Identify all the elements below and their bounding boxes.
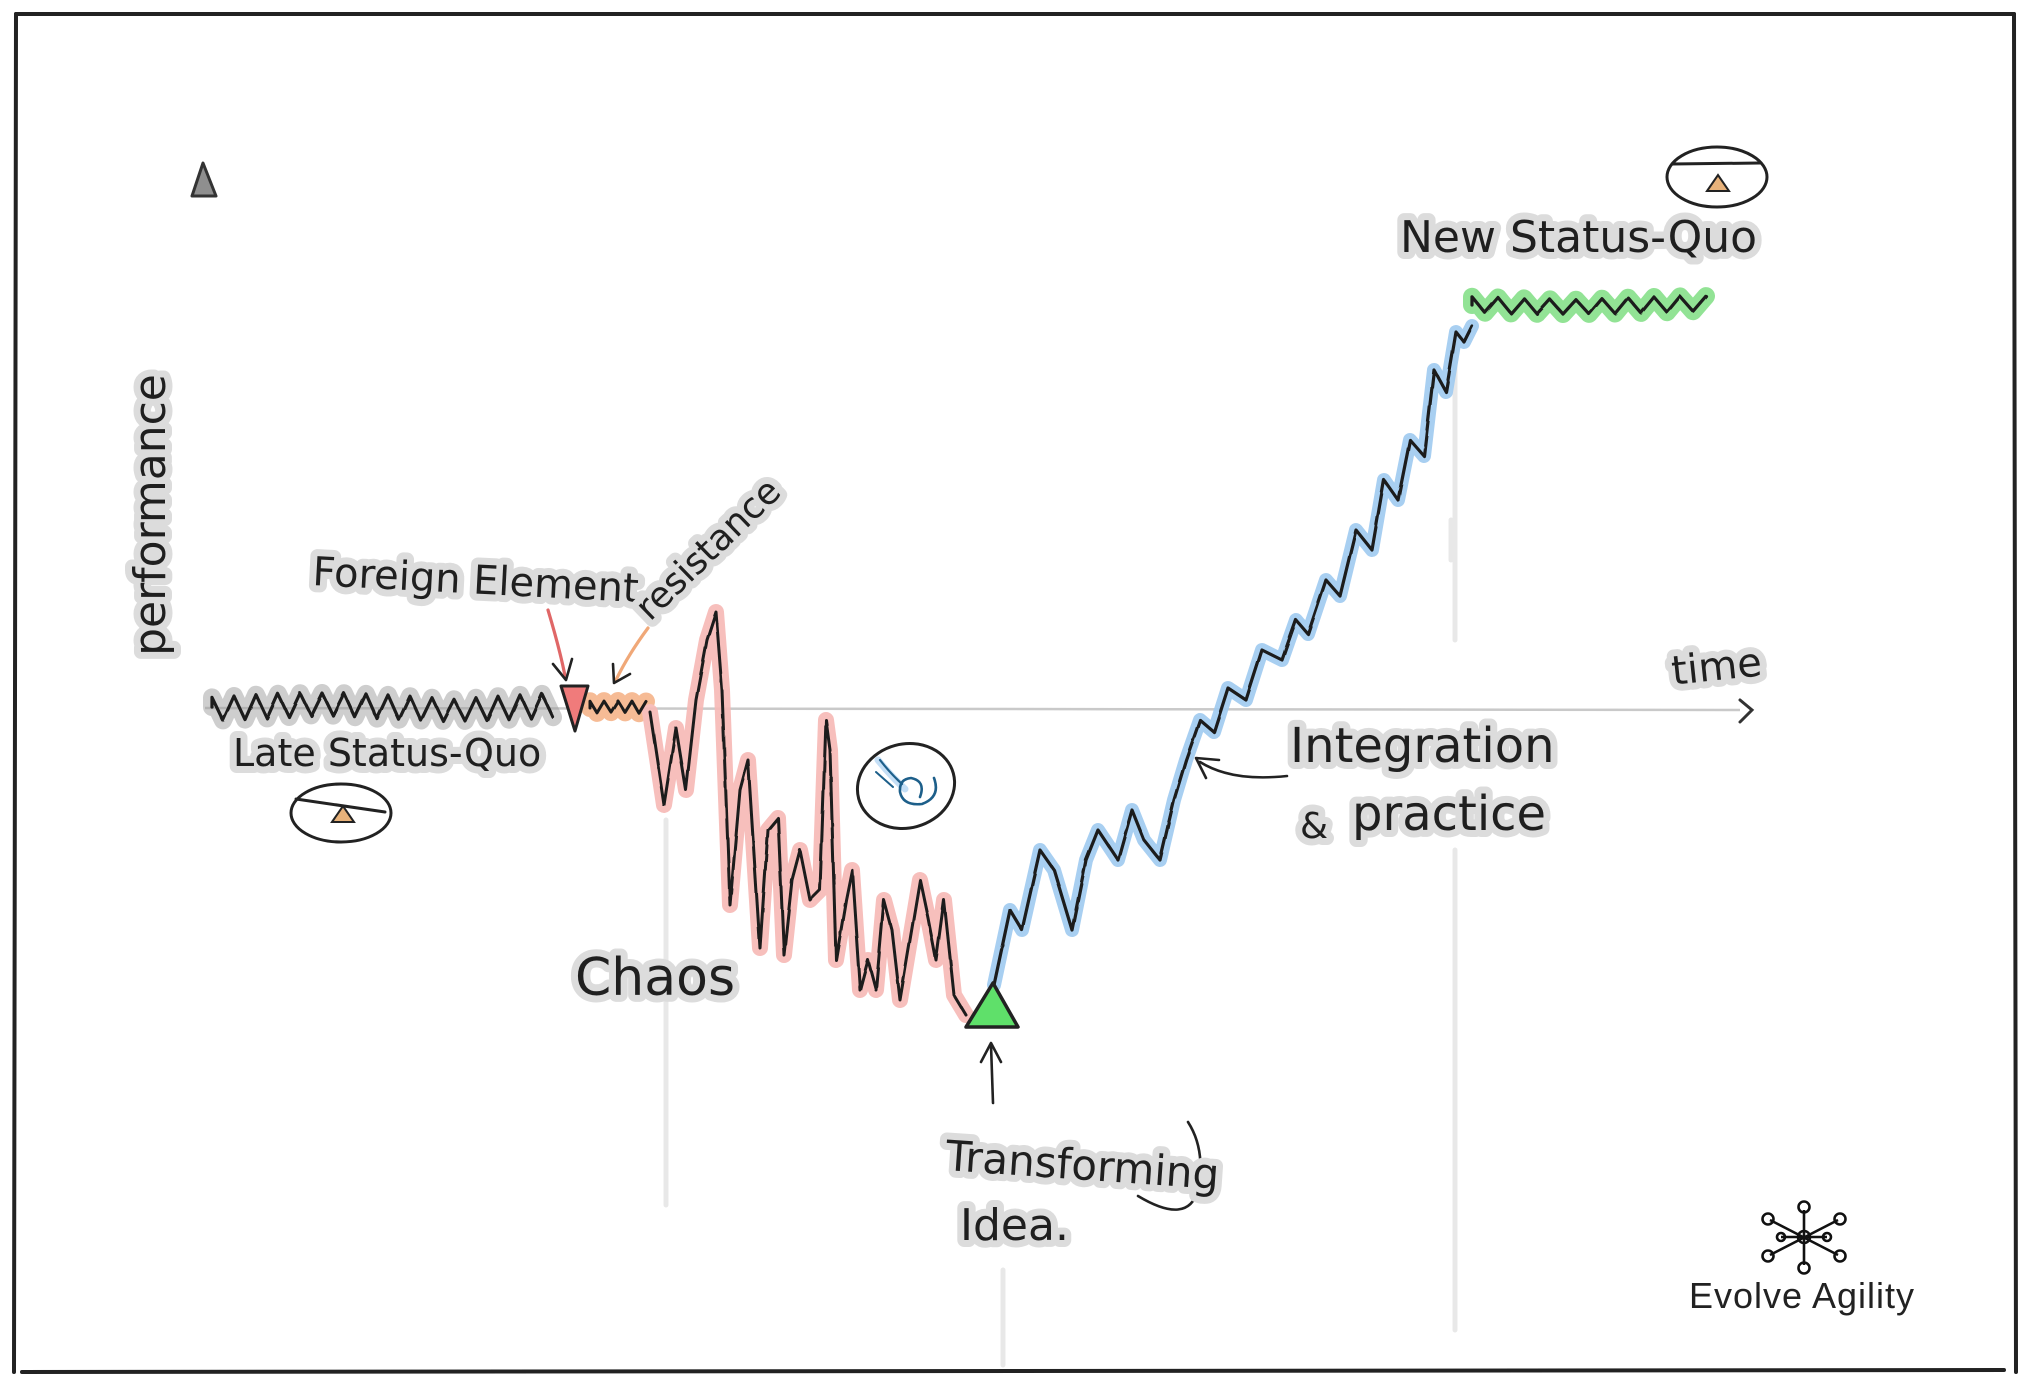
chaos-label: Chaos	[575, 948, 735, 1008]
change-curve	[210, 294, 1708, 1017]
integration-highlight	[987, 319, 1479, 992]
resistance-curve	[588, 699, 648, 715]
integration-label-line1: Integration	[1290, 718, 1555, 774]
brand-name: Evolve Agility	[1689, 1275, 1915, 1316]
resistance-label: resistance	[628, 471, 789, 629]
foreign-element-label: Foreign Element.	[311, 549, 652, 613]
x-axis-label: time	[1669, 639, 1764, 694]
new-status-quo-balance-icon	[1665, 145, 1769, 209]
foreign-element-arrow-icon	[546, 608, 574, 682]
late-status-quo-label: Late Status-Quo	[233, 731, 541, 775]
x-axis	[204, 698, 1755, 724]
integration-label-ampersand: &	[1300, 806, 1328, 847]
phase-guides	[663, 332, 1458, 1368]
late-status-quo-balance-icon	[289, 782, 393, 844]
curve-highlights	[203, 287, 1715, 1023]
transforming-idea-arrow-icon	[979, 1041, 1003, 1105]
y-axis-label: performance	[125, 374, 176, 656]
transforming-idea-swash	[1136, 1120, 1202, 1211]
y-axis	[190, 161, 218, 1264]
new-status-quo-label: New Status-Quo	[1400, 212, 1757, 263]
chaos-spiral-icon	[855, 741, 957, 831]
new-status-quo-curve	[1470, 294, 1708, 316]
network-snowflake-icon	[1761, 1200, 1847, 1275]
x-axis-arrow-icon	[1738, 698, 1755, 724]
brand-logo: Evolve Agility	[1689, 1200, 1915, 1316]
resistance-arrow-icon	[611, 626, 650, 685]
foreign-element-marker-icon	[559, 684, 590, 733]
integration-curve	[992, 324, 1474, 987]
late-status-quo-curve	[210, 691, 555, 723]
integration-arrow-icon	[1194, 756, 1289, 780]
y-axis-arrow-icon	[190, 161, 218, 198]
chaos-curve	[648, 610, 968, 1017]
transforming-idea-label-line2: Idea.	[960, 1200, 1069, 1251]
sketch-frame	[12, 12, 2018, 1374]
annotation-arrows	[546, 608, 1289, 1211]
integration-label-line2: practice	[1352, 786, 1546, 842]
x-axis-line	[204, 706, 1741, 712]
transforming-idea-label-line1: Transforming	[943, 1131, 1221, 1199]
transforming-idea-marker-icon	[964, 981, 1020, 1029]
